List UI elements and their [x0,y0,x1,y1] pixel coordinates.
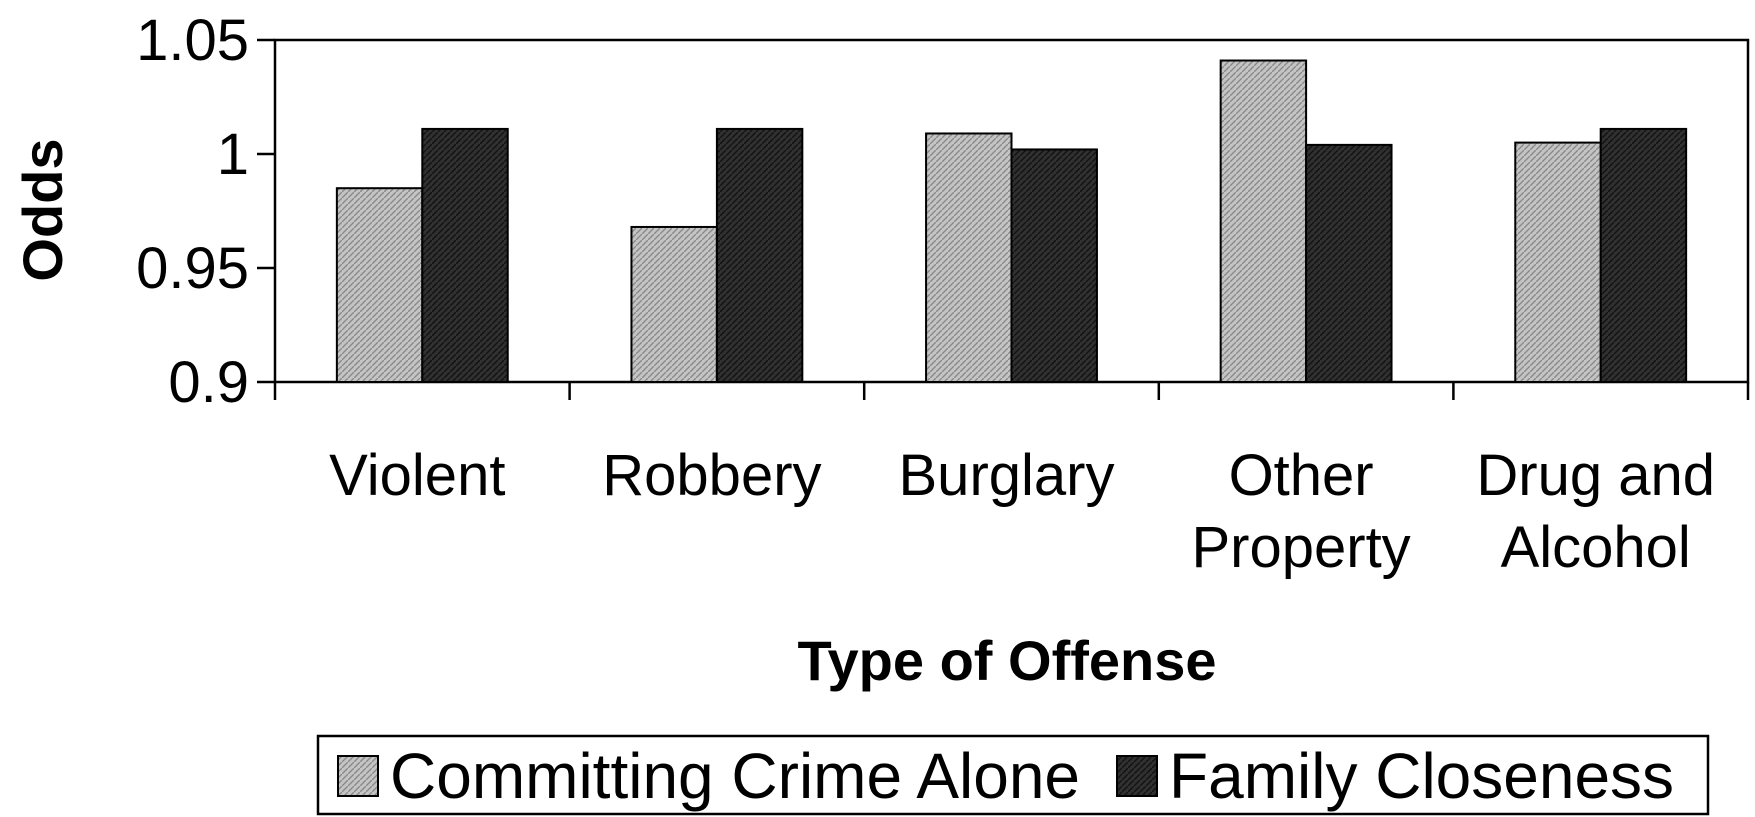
bar-family-closeness [715,127,804,383]
legend-label: Family Closeness [1169,740,1674,812]
bar-committing-crime-alone [335,187,424,383]
bar-committing-crime-alone [1514,141,1602,383]
bar-family-closeness [1599,127,1688,383]
y-tick-label: 1.05 [136,8,249,73]
bar-family-closeness [421,127,509,383]
bar-family-closeness [1010,148,1098,383]
legend: Committing Crime Alone Family Closeness [316,734,1710,816]
legend-label: Committing Crime Alone [390,740,1080,812]
legend-swatch [337,755,379,797]
y-tick-label: 0.9 [168,350,249,415]
bar-committing-crime-alone [925,132,1013,383]
legend-box [316,734,1710,816]
y-tick-label: 1 [217,122,249,187]
bar-family-closeness [1305,143,1393,383]
y-axis-title: Odds [11,138,74,281]
y-tick-label: 0.95 [136,236,249,301]
bar-committing-crime-alone [630,225,718,383]
bar-committing-crime-alone [1219,59,1308,384]
category-label: Burglary [899,443,1115,508]
category-label: Violent [329,443,505,508]
category-label: Drug and Alcohol [1476,443,1715,580]
x-axis-title: Type of Offense [797,629,1216,692]
category-label: Other Property [1191,443,1410,580]
category-label: Robbery [602,443,821,508]
legend-swatch [1116,755,1158,797]
